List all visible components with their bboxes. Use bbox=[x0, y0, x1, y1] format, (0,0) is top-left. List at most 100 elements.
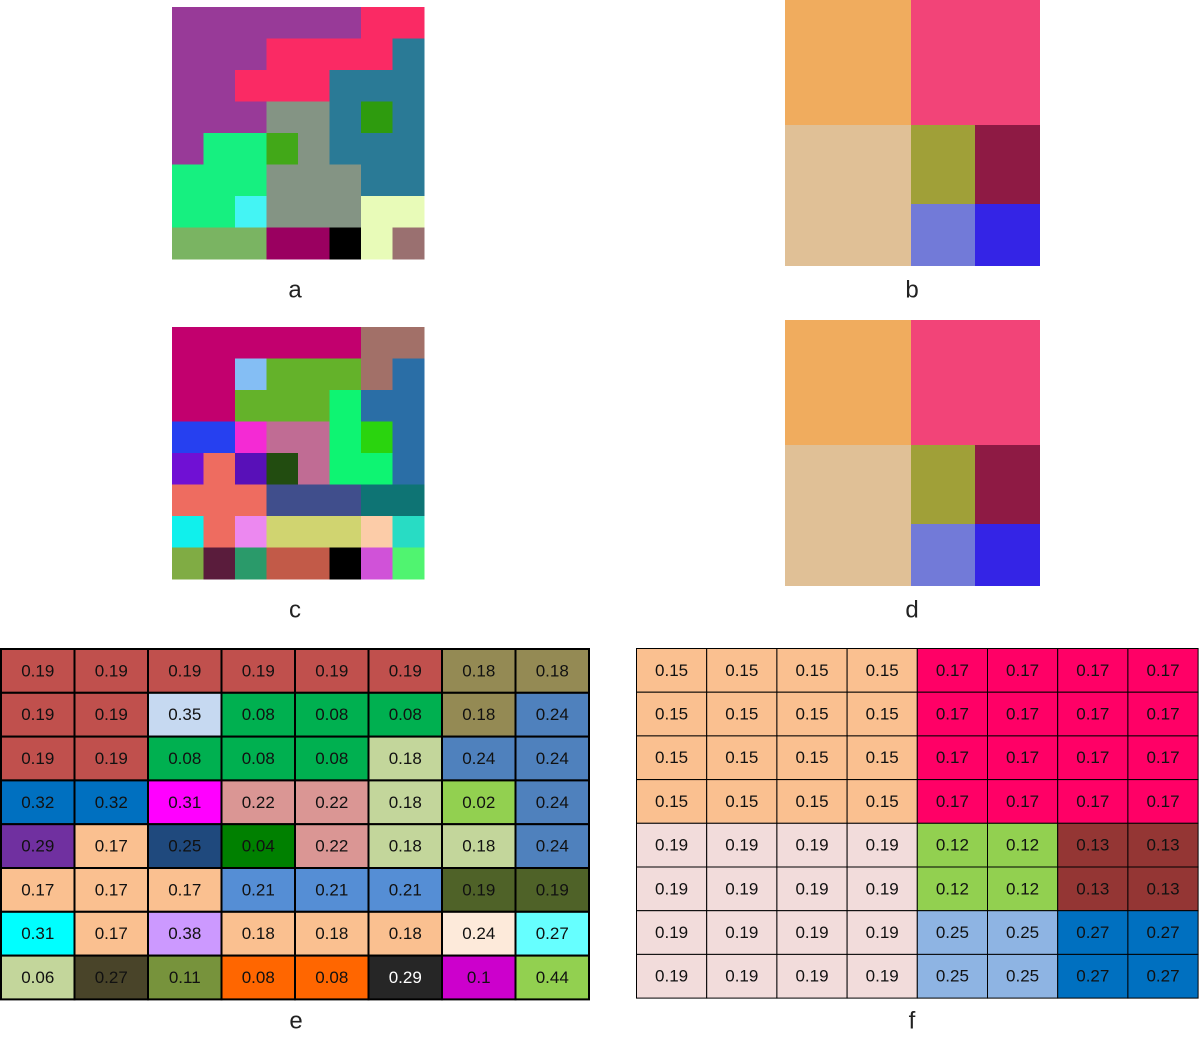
cell-value: 0.19 bbox=[795, 967, 828, 986]
cell-value: 0.15 bbox=[795, 705, 828, 724]
table-cell bbox=[441, 910, 517, 957]
table-label: e bbox=[289, 1007, 302, 1034]
segment bbox=[911, 0, 1040, 125]
cell-value: 0.08 bbox=[389, 705, 422, 724]
cell-value: 0.24 bbox=[462, 924, 495, 943]
segment bbox=[203, 327, 236, 359]
segment bbox=[392, 7, 425, 39]
table-cell bbox=[776, 822, 848, 868]
cell-value: 0.21 bbox=[389, 880, 422, 899]
cell-value: 0.12 bbox=[1006, 836, 1039, 855]
segment bbox=[172, 516, 204, 548]
cell-value: 0.19 bbox=[95, 705, 128, 724]
cell-value: 0.22 bbox=[242, 793, 275, 812]
table-cell bbox=[1057, 822, 1129, 868]
segment bbox=[329, 421, 362, 454]
table-cell bbox=[846, 953, 918, 999]
segment bbox=[392, 227, 425, 260]
cell-value: 0.27 bbox=[1146, 967, 1179, 986]
segment bbox=[203, 133, 236, 165]
cell-value: 0.18 bbox=[389, 924, 422, 943]
cell-value: 0.15 bbox=[655, 705, 688, 724]
segment bbox=[329, 327, 362, 359]
segment bbox=[172, 358, 204, 391]
segment bbox=[911, 204, 975, 266]
cell-value: 0.1 bbox=[467, 968, 491, 987]
cell-value: 0.17 bbox=[1076, 661, 1109, 680]
segment bbox=[266, 70, 299, 102]
cell-value: 0.17 bbox=[1146, 661, 1179, 680]
cell-value: 0.19 bbox=[168, 661, 201, 680]
cell-value: 0.19 bbox=[21, 705, 54, 724]
segment bbox=[235, 327, 267, 359]
table-cell bbox=[0, 954, 76, 1001]
table-cell bbox=[147, 910, 223, 957]
table-cell bbox=[846, 648, 918, 693]
segment bbox=[785, 445, 911, 586]
cell-value: 0.15 bbox=[725, 792, 758, 811]
cell-value: 0.18 bbox=[536, 661, 569, 680]
table-cell bbox=[706, 953, 778, 999]
table-cell bbox=[294, 735, 370, 782]
segment bbox=[172, 453, 204, 485]
panel-label: c bbox=[289, 596, 301, 623]
cell-value: 0.19 bbox=[655, 923, 688, 942]
segment bbox=[235, 133, 267, 165]
cell-value: 0.17 bbox=[1006, 661, 1039, 680]
cell-value: 0.31 bbox=[168, 793, 201, 812]
segment bbox=[911, 445, 975, 524]
segment bbox=[298, 7, 330, 39]
table-cell bbox=[367, 735, 443, 782]
table-cell bbox=[776, 866, 848, 912]
cell-value: 0.25 bbox=[936, 967, 969, 986]
table-cell bbox=[514, 735, 590, 782]
table-cell bbox=[294, 867, 370, 913]
table-cell bbox=[0, 910, 76, 957]
table-cell bbox=[294, 954, 370, 1001]
segment bbox=[392, 390, 425, 422]
segment bbox=[266, 101, 299, 134]
segment bbox=[329, 38, 362, 71]
segment bbox=[203, 453, 236, 485]
cell-value: 0.19 bbox=[866, 836, 899, 855]
table-cell bbox=[987, 648, 1059, 693]
cell-value: 0.21 bbox=[242, 880, 275, 899]
cell-value: 0.17 bbox=[1006, 748, 1039, 767]
cell-value: 0.15 bbox=[655, 661, 688, 680]
segment bbox=[392, 327, 425, 359]
table-cell bbox=[846, 735, 918, 781]
table-cell bbox=[441, 779, 517, 826]
segment bbox=[298, 327, 330, 359]
segment bbox=[235, 390, 267, 422]
segment bbox=[172, 164, 204, 197]
cell-value: 0.12 bbox=[936, 879, 969, 898]
segment bbox=[298, 38, 330, 71]
cell-value: 0.31 bbox=[21, 924, 54, 943]
table-cell bbox=[987, 866, 1059, 912]
segment bbox=[361, 547, 393, 580]
table-cell bbox=[776, 691, 848, 737]
cell-value: 0.13 bbox=[1076, 879, 1109, 898]
cell-value: 0.24 bbox=[536, 837, 569, 856]
segment bbox=[235, 227, 267, 260]
table-cell bbox=[916, 648, 988, 693]
cell-value: 0.17 bbox=[936, 748, 969, 767]
segment bbox=[172, 7, 204, 39]
table-cell bbox=[636, 822, 708, 868]
cell-value: 0.29 bbox=[21, 837, 54, 856]
cell-value: 0.22 bbox=[315, 793, 348, 812]
segment bbox=[329, 70, 362, 102]
table-cell bbox=[73, 691, 149, 738]
segment bbox=[266, 421, 299, 454]
segment bbox=[172, 421, 204, 454]
cell-value: 0.19 bbox=[95, 661, 128, 680]
cell-value: 0.17 bbox=[95, 924, 128, 943]
segment bbox=[392, 484, 425, 517]
cell-value: 0.18 bbox=[389, 837, 422, 856]
segment bbox=[203, 164, 236, 197]
cell-value: 0.12 bbox=[936, 836, 969, 855]
segment bbox=[235, 70, 267, 102]
segment bbox=[361, 196, 393, 228]
table-cell bbox=[846, 866, 918, 912]
